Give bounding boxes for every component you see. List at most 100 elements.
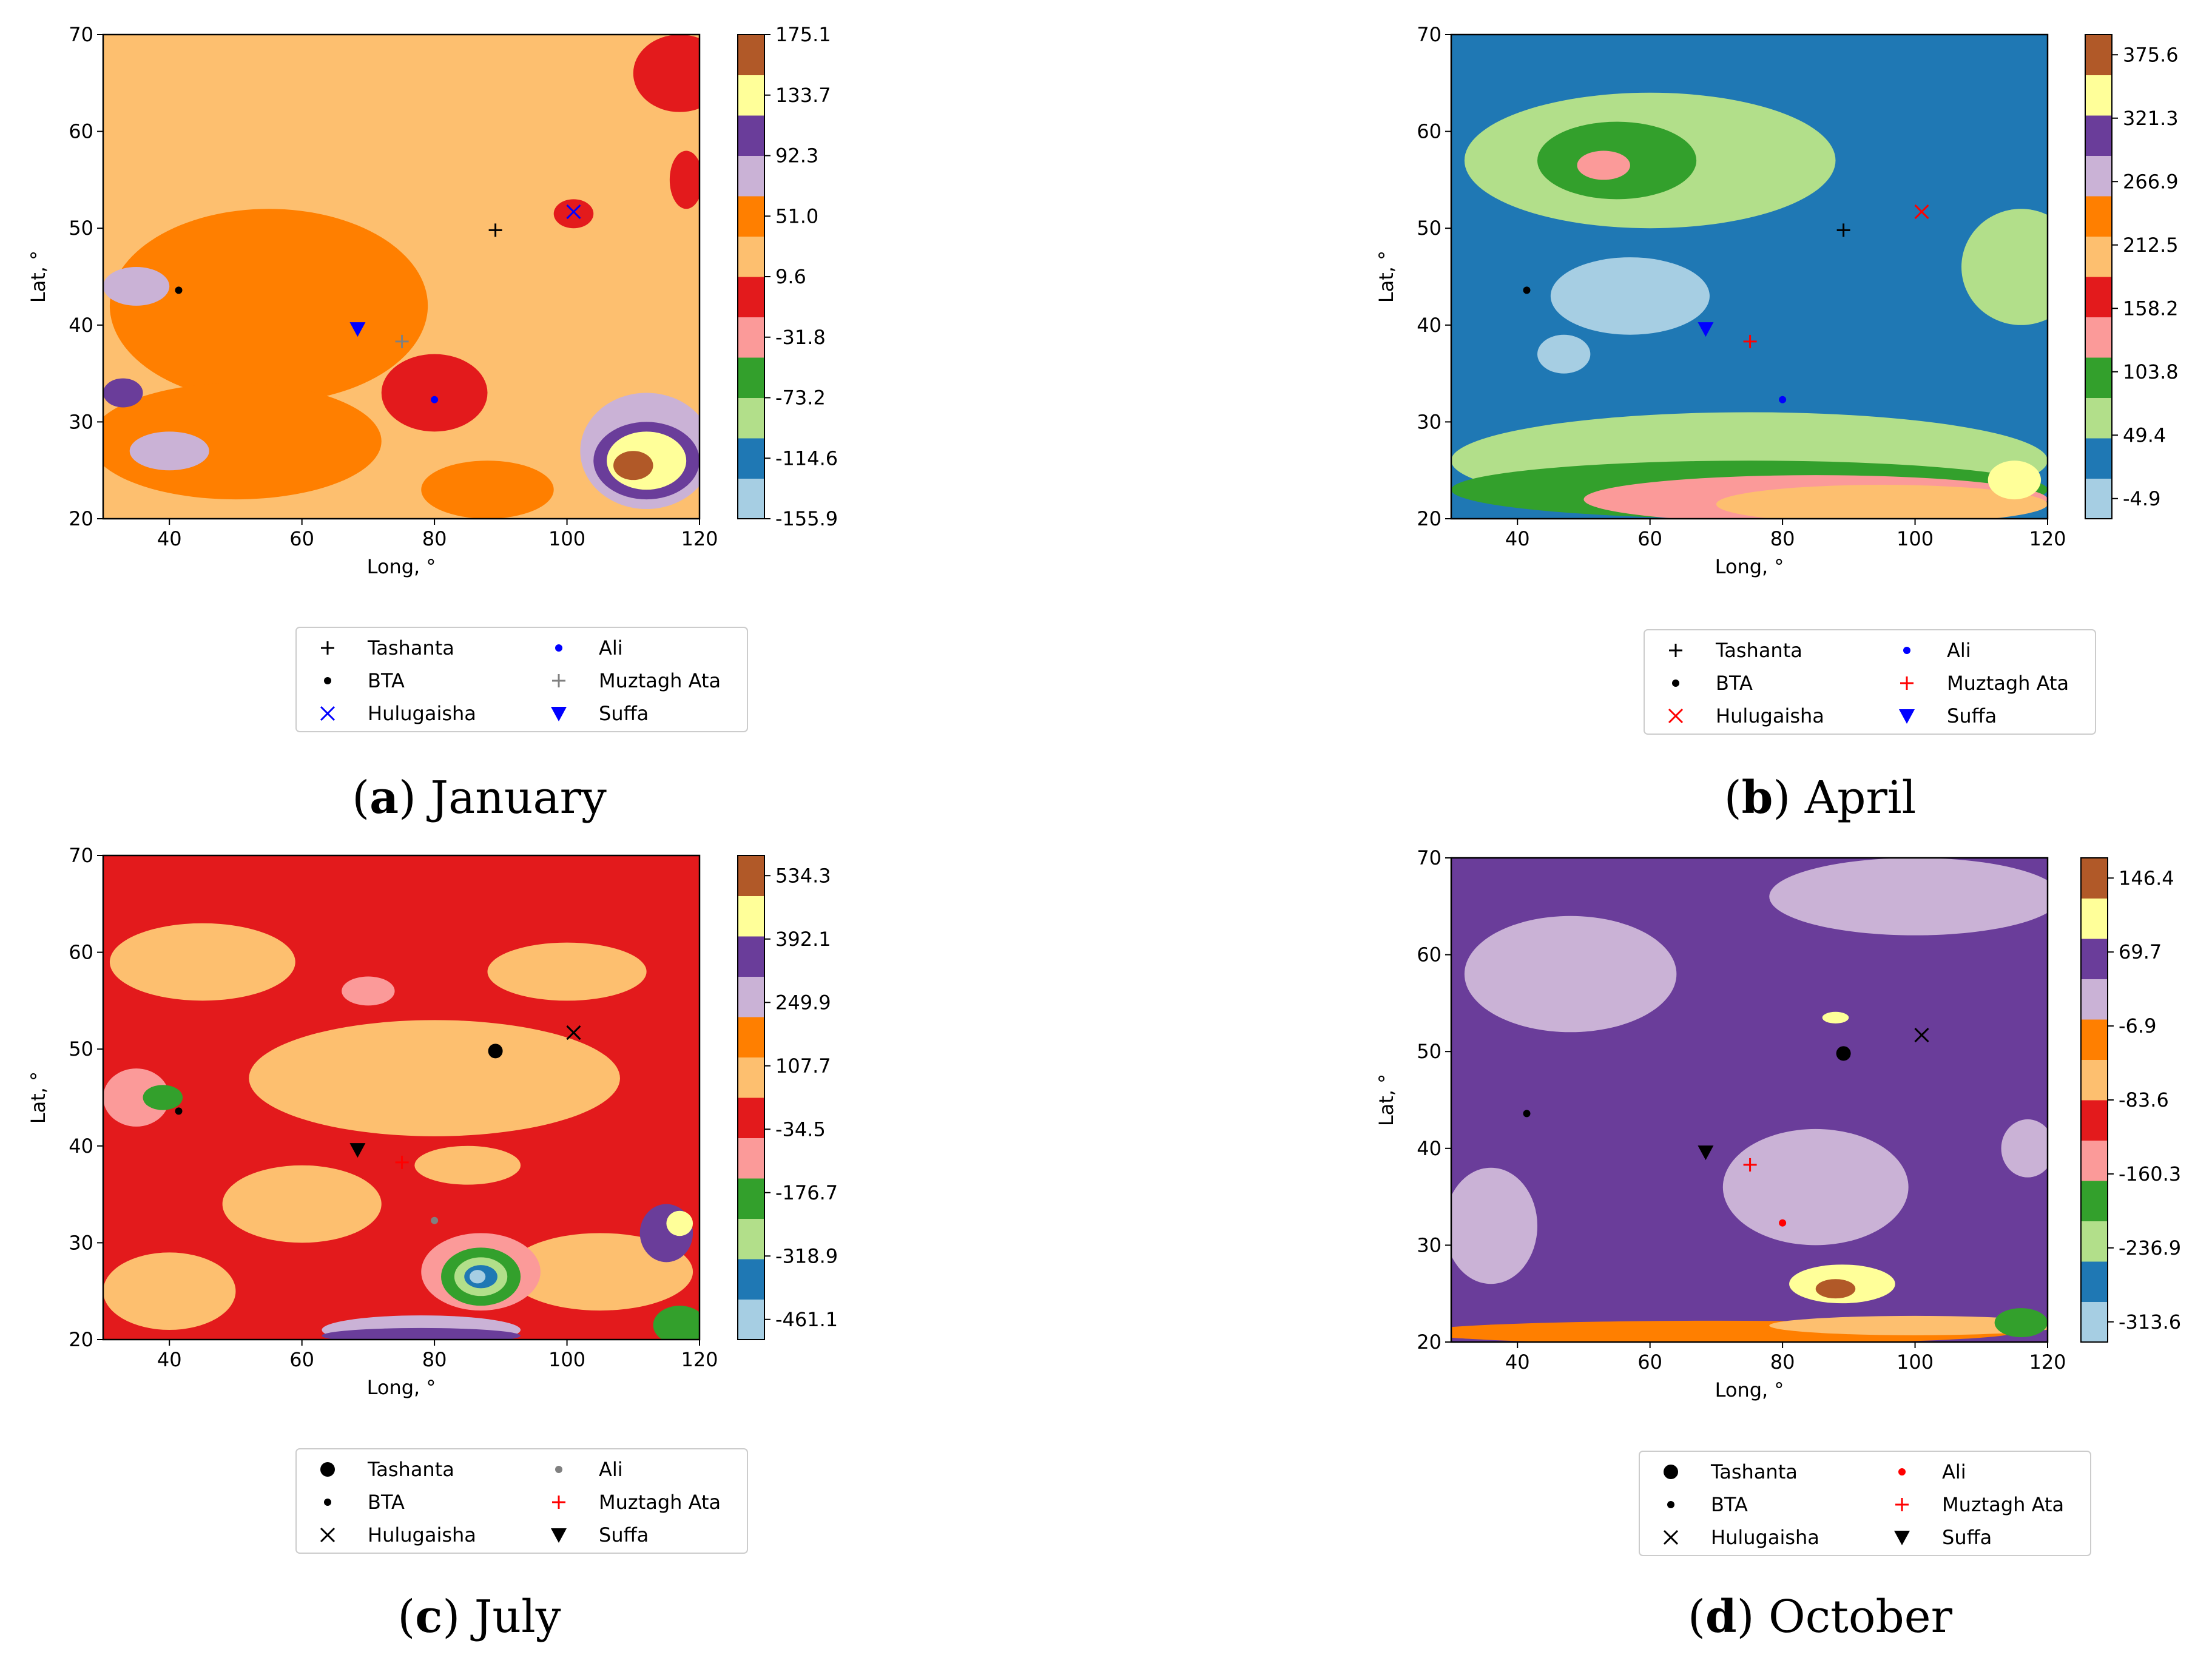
y-tick-label: 20: [1417, 1330, 1442, 1354]
caption-text: ) July: [442, 1591, 561, 1643]
legend-label: Hulugaisha: [368, 1523, 476, 1546]
colorbar-band: [2085, 357, 2112, 398]
legend-marker: [1667, 1501, 1674, 1508]
legend-marker: [555, 1466, 562, 1473]
contour-region: [507, 1233, 693, 1311]
colorbar-tick-label: 107.7: [775, 1054, 831, 1078]
y-tick-label: 70: [69, 23, 93, 46]
colorbar-band: [2081, 1261, 2108, 1302]
y-tick-label: 30: [69, 1231, 93, 1254]
caption-paren-open: (: [1724, 772, 1742, 824]
caption-paren-open: (: [1688, 1591, 1705, 1643]
contour-field: [1451, 858, 2048, 1342]
colorbar-band: [738, 277, 764, 317]
legend-item: BTA: [324, 1491, 405, 1514]
legend-item: Tashanta: [1664, 1460, 1798, 1483]
contour-region: [1537, 334, 1591, 374]
contour-region: [143, 1085, 183, 1110]
legend-marker: [1669, 644, 1682, 657]
legend-label: Ali: [1942, 1460, 1966, 1483]
contour-region: [249, 1020, 620, 1136]
legend-label: Hulugaisha: [1716, 704, 1824, 727]
colorbar-tick-label: -6.9: [2119, 1014, 2156, 1037]
colorbar-band: [2081, 1221, 2108, 1262]
station-marker: [488, 223, 502, 237]
x-tick-label: 80: [422, 1348, 447, 1371]
x-tick-label: 100: [548, 527, 585, 550]
contour-region: [103, 1068, 170, 1127]
x-tick-label: 60: [1637, 527, 1662, 550]
colorbar-band: [2081, 1059, 2108, 1101]
x-tick-label: 100: [1897, 1351, 1934, 1374]
station-marker: [1698, 322, 1714, 337]
station-marker: [1743, 1158, 1757, 1172]
legend-item: Ali: [555, 1458, 623, 1481]
contour-region: [666, 1210, 693, 1236]
contour-region: [103, 267, 170, 306]
contour-field: [103, 855, 700, 1340]
axes-frame: [102, 854, 701, 1341]
station-marker: [395, 334, 409, 348]
colorbar-band: [738, 1299, 764, 1340]
y-tick-label: 30: [1417, 1233, 1442, 1256]
legend-label: Suffa: [1942, 1526, 1992, 1549]
y-tick-label: 60: [1417, 943, 1442, 966]
station-marker: [1836, 223, 1850, 237]
y-tick-label: 70: [1417, 23, 1442, 46]
legend-label: Suffa: [599, 1523, 649, 1546]
colorbar-tick-label: 212.5: [2123, 234, 2179, 257]
contour-region: [1988, 460, 2042, 500]
colorbar-band: [738, 317, 764, 358]
colorbar: 375.6 321.3 266.9 212.5 158.2 103.8 49.4 -4.9: [2085, 34, 2179, 519]
legend-marker: [552, 1496, 565, 1509]
contour-region: [633, 35, 700, 112]
colorbar-band: [2085, 35, 2112, 75]
legend-label: Tashanta: [1710, 1460, 1798, 1483]
legend-item: Tashanta: [1669, 639, 1802, 662]
colorbar-band: [2085, 397, 2112, 439]
legend-marker: [551, 1528, 567, 1543]
y-tick-label: 40: [69, 1135, 93, 1158]
legend-item: BTA: [324, 669, 405, 692]
y-tick-label: 60: [69, 941, 93, 964]
legend-label: Hulugaisha: [368, 702, 476, 725]
contour-region: [1716, 485, 2048, 519]
panel-caption: (d) October: [1688, 1591, 1953, 1643]
caption-letter: a: [369, 772, 399, 824]
legend: Tashanta BTA Hulugaisha Ali Muztagh Ata Suffa: [1644, 629, 2096, 735]
colorbar-tick-label: -318.9: [775, 1244, 838, 1267]
contour-region: [421, 460, 554, 519]
legend-item: Tashanta: [320, 1458, 454, 1481]
legend-item: Suffa: [551, 1523, 649, 1546]
colorbar-band: [738, 397, 764, 439]
x-axis-label: Long, °: [1715, 555, 1784, 578]
colorbar-band: [738, 75, 764, 116]
colorbar-band: [738, 196, 764, 237]
contour-field: [103, 35, 700, 519]
legend-label: BTA: [368, 1491, 405, 1514]
contour-region: [613, 451, 653, 481]
colorbar-band: [738, 976, 764, 1017]
x-tick-label: 80: [1770, 527, 1795, 550]
legend-item: BTA: [1672, 672, 1753, 695]
chart-panel-a: 40 60 80 100 120 20 30 40 50 60 70 Long, ° Lat, ° 175…: [27, 23, 838, 824]
legend-marker: [1664, 1465, 1678, 1479]
y-tick-label: 60: [1417, 120, 1442, 143]
legend-marker: [555, 644, 562, 652]
legend: Tashanta BTA Hulugaisha Ali Muztagh Ata Suffa: [295, 1448, 748, 1554]
x-tick-label: 40: [1505, 527, 1530, 550]
colorbar-band: [2085, 155, 2112, 197]
station-marker: [1779, 1219, 1787, 1227]
station-marker: [395, 1155, 409, 1169]
legend-label: Tashanta: [1715, 639, 1802, 662]
colorbar-band: [2085, 438, 2112, 479]
contour-region: [653, 1306, 700, 1340]
colorbar-band: [2085, 75, 2112, 116]
colorbar: 146.4 69.7 -6.9 -83.6 -160.3 -236.9 -313.6: [2080, 857, 2181, 1343]
contour-region: [103, 378, 143, 408]
caption-letter: b: [1742, 772, 1773, 824]
station-marker: [349, 322, 366, 337]
x-tick-label: 60: [289, 1348, 314, 1371]
contour-region: [1577, 150, 1630, 180]
